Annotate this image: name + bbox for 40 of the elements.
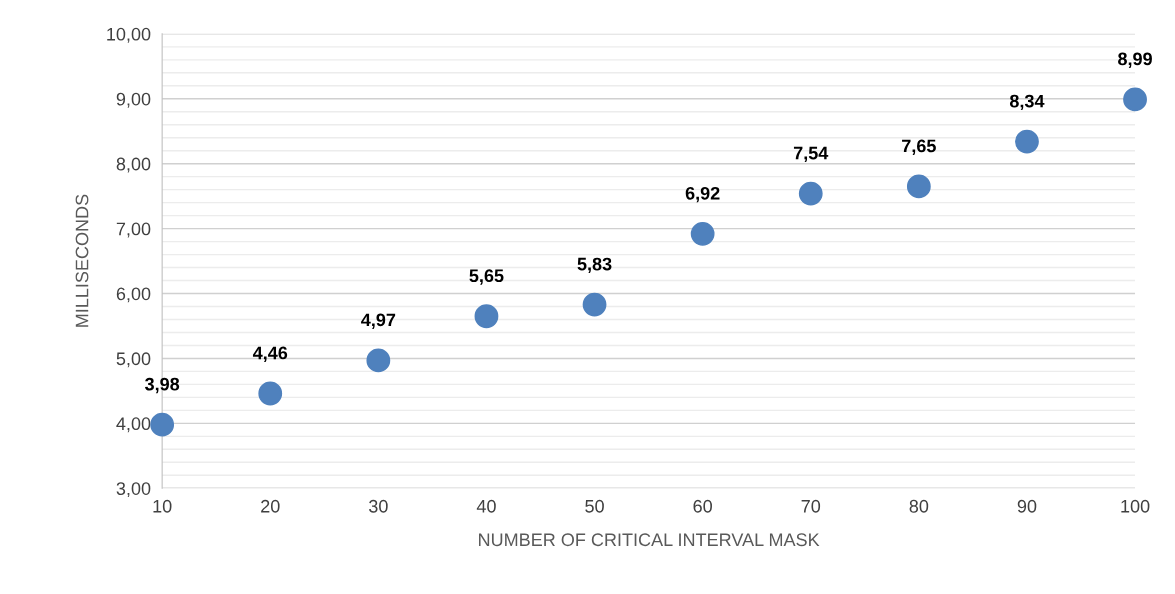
- x-tick-label: 50: [585, 499, 604, 513]
- data-label: 4,97: [361, 313, 396, 329]
- data-label: 5,83: [577, 257, 612, 274]
- y-tick-label: 3,00: [116, 482, 151, 498]
- data-label: 8,34: [1009, 94, 1045, 111]
- y-axis-title: MILLISECONDS: [75, 194, 89, 327]
- data-label: 5,65: [469, 269, 504, 285]
- data-label: 8,99: [1118, 52, 1152, 68]
- data-label: 4,46: [252, 346, 288, 362]
- x-tick-label: 60: [693, 499, 712, 513]
- point: [1015, 129, 1039, 154]
- x-tick-label: 80: [909, 499, 929, 513]
- point: [798, 181, 823, 206]
- x-tick-label: 10: [153, 499, 172, 513]
- y-tick-label: 10,00: [107, 27, 151, 43]
- data-label: 6,92: [685, 186, 720, 203]
- point: [690, 221, 715, 246]
- x-tick-label: 30: [369, 499, 388, 513]
- point: [258, 381, 283, 406]
- point: [582, 292, 607, 317]
- y-tick-label: 4,00: [116, 417, 151, 433]
- point: [906, 174, 931, 199]
- data-label: 3,98: [145, 377, 180, 394]
- data-label: 7,65: [902, 139, 936, 155]
- point: [474, 304, 499, 329]
- x-axis-title: NUMBER OF CRITICAL INTERVAL MASK: [479, 533, 820, 547]
- data-label: 7,54: [793, 146, 829, 163]
- y-tick-label: 9,00: [116, 92, 151, 108]
- y-tick-label: 6,00: [116, 287, 151, 303]
- y-tick-label: 8,00: [116, 157, 151, 173]
- x-tick-label: 40: [476, 499, 496, 513]
- point: [366, 348, 391, 373]
- point: [150, 412, 175, 437]
- x-tick-label: 20: [261, 499, 280, 513]
- point: [1123, 87, 1147, 112]
- x-tick-label: 100: [1121, 499, 1150, 513]
- x-tick-label: 90: [1017, 499, 1037, 513]
- y-tick-label: 5,00: [116, 352, 151, 368]
- y-tick-label: 7,00: [116, 222, 151, 238]
- x-tick-label: 70: [801, 499, 821, 513]
